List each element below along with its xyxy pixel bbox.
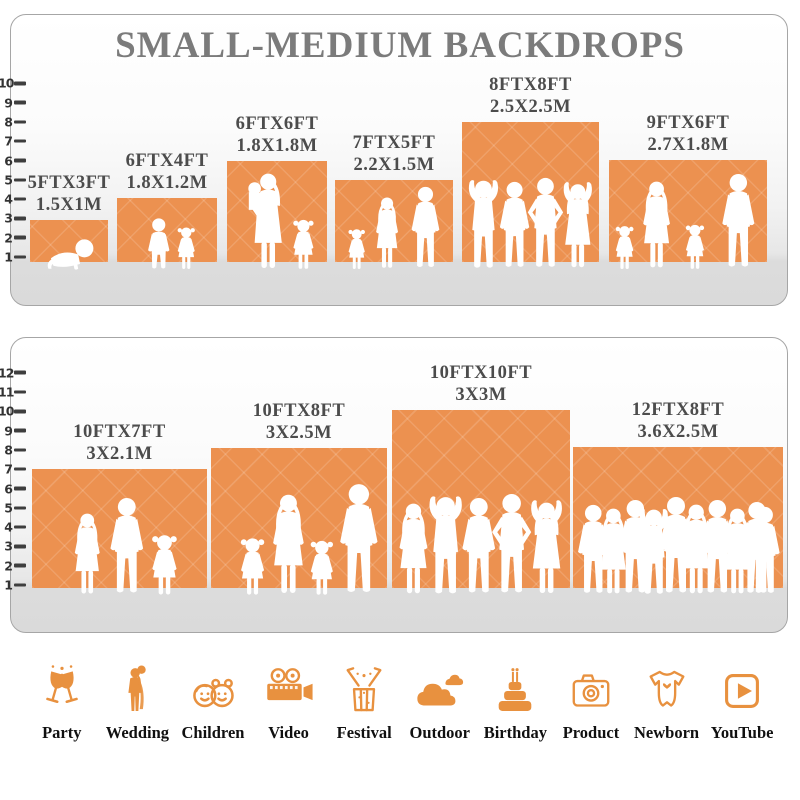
backdrop-10ftx8ft: 10FTX8FT 3X2.5M [211, 401, 387, 595]
category-label: YouTube [710, 723, 774, 742]
backdrop-6ftx6ft: 6FTX6FT 1.8X1.8M [227, 114, 327, 269]
backdrop-6ftx4ft: 6FTX4FT 1.8X1.2M [117, 151, 217, 269]
silhouette-children [148, 218, 195, 269]
backdrop-12ftx8ft: 12FTX8FT 3.6X2.5M [573, 400, 783, 594]
silhouette-five-adults [399, 494, 562, 594]
gift-box-icon [346, 667, 382, 712]
backdrop-size-label: 5FTX3FT 1.5X1M [27, 173, 111, 216]
baby-onesie-icon [649, 670, 685, 707]
category-row: Party Wedding [24, 662, 780, 743]
backdrop-8ftx8ft: 8FTX8FT 2.5X2.5M [462, 75, 599, 268]
backdrop-size-label: 9FTX6FT 2.7X1.8M [646, 113, 730, 156]
category-party: Party [24, 662, 100, 743]
category-label: Product [562, 723, 620, 742]
silhouette-crowd [578, 497, 780, 594]
category-festival: Festival [326, 662, 402, 743]
category-video: Video [251, 662, 327, 743]
category-children: Children [175, 662, 251, 743]
wedding-couple-icon [128, 665, 147, 711]
category-wedding: Wedding [100, 662, 176, 743]
silhouette-family-four [615, 173, 755, 269]
photo-camera-icon [572, 674, 610, 707]
video-camera-icon [266, 668, 313, 701]
category-newborn: Newborn [629, 662, 705, 743]
backdrop-size-label: 10FTX7FT 3X2.1M [73, 422, 166, 465]
youtube-play-icon [725, 674, 760, 708]
silhouette-family-three [348, 186, 440, 270]
silhouette-baby [47, 239, 94, 270]
category-label: Festival [336, 723, 392, 742]
category-label: Children [181, 723, 245, 742]
backdrop-size-label: 6FTX6FT 1.8X1.8M [235, 114, 319, 157]
category-label: Newborn [634, 723, 700, 742]
page-title: SMALL-MEDIUM BACKDROPS [115, 25, 685, 66]
birthday-cake-icon [499, 668, 532, 711]
backdrop-size-label: 12FTX8FT 3.6X2.5M [631, 400, 725, 443]
backdrop-size-label: 10FTX10FT 3X3M [429, 363, 533, 406]
backdrop-7ftx5ft: 7FTX5FT 2.2X1.5M [335, 133, 453, 270]
category-label: Video [268, 723, 309, 742]
category-outdoor: Outdoor [402, 662, 478, 743]
children-faces-icon [193, 678, 234, 708]
backdrop-size-label: 8FTX8FT 2.5X2.5M [489, 75, 572, 118]
backdrop-9ftx6ft: 9FTX6FT 2.7X1.8M [609, 113, 767, 269]
category-label: Wedding [105, 723, 170, 742]
party-toast-icon [45, 665, 78, 704]
category-label: Birthday [483, 723, 547, 742]
silhouette-four-adults [468, 177, 592, 268]
category-label: Outdoor [409, 723, 471, 742]
backdrop-size-label: 7FTX5FT 2.2X1.5M [352, 133, 436, 176]
category-label: Party [42, 723, 82, 742]
backdrop-10ftx10ft: 10FTX10FT 3X3M [392, 363, 570, 594]
backdrop-size-label: 10FTX8FT 3X2.5M [252, 401, 346, 444]
backdrop-10ftx7ft: 10FTX7FT 3X2.1M [32, 422, 207, 595]
backdrop-size-label: 6FTX4FT 1.8X1.2M [125, 151, 209, 194]
category-birthday: Birthday [478, 662, 554, 743]
silhouette-family-three [74, 497, 177, 595]
silhouette-family-four [240, 484, 378, 595]
silhouette-mother-children [248, 173, 314, 269]
backdrop-5ftx3ft: 5FTX3FT 1.5X1M [28, 173, 110, 270]
category-youtube: YouTube [704, 662, 780, 743]
cloud-icon [417, 674, 463, 706]
category-product: Product [553, 662, 629, 743]
